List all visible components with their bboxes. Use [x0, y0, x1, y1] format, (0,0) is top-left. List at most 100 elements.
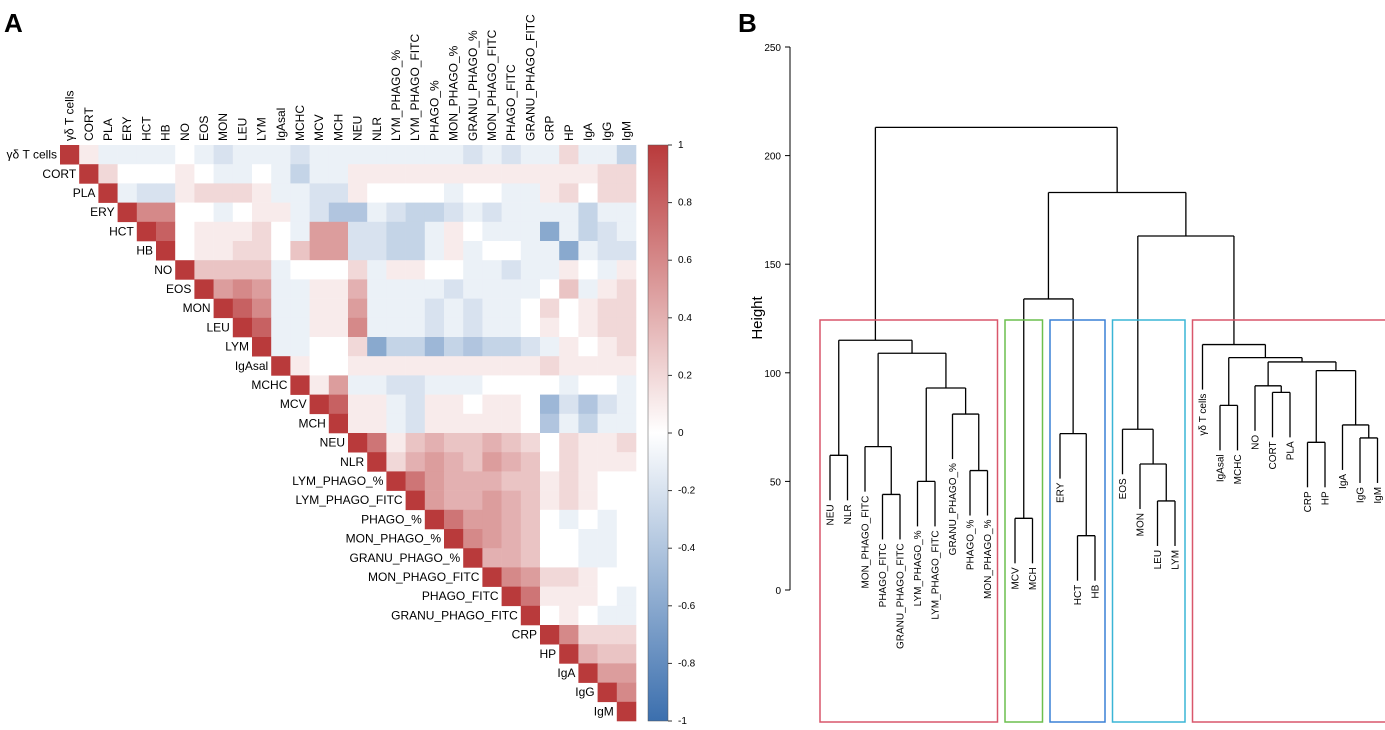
heatmap-cell [329, 145, 349, 165]
heatmap-cell [502, 548, 521, 568]
heatmap-cell [367, 164, 387, 184]
heatmap-cell [617, 164, 637, 184]
heatmap-cell [175, 222, 195, 242]
heatmap-cell [137, 145, 157, 165]
heatmap-cell [156, 164, 176, 184]
leaf-label: HB [1091, 584, 1102, 598]
heatmap-cell [617, 145, 637, 165]
column-label: NO [178, 123, 192, 141]
heatmap-cell [482, 356, 502, 376]
heatmap-cell [406, 356, 426, 376]
heatmap-cell [482, 164, 502, 184]
heatmap-cell [444, 222, 464, 242]
heatmap-cell [617, 433, 637, 453]
heatmap-cell [540, 375, 560, 395]
heatmap-cell [463, 452, 483, 472]
heatmap-cell [252, 145, 272, 165]
heatmap-cell [502, 356, 521, 376]
heatmap-cell [540, 471, 560, 491]
heatmap-cell [559, 337, 579, 357]
heatmap-cell [617, 702, 637, 722]
row-label: CORT [42, 167, 76, 181]
leaf-label: GRANU_PHAGO_FITC [896, 543, 907, 649]
heatmap-cell [463, 299, 483, 319]
heatmap-cell [290, 356, 310, 376]
heatmap-cell [540, 279, 560, 299]
heatmap-cell [559, 260, 579, 280]
heatmap-cell [194, 164, 214, 184]
heatmap-cell [502, 414, 521, 434]
heatmap-cell [444, 299, 464, 319]
leaf-label: PHAGO_FITC [878, 543, 889, 607]
colorbar-tick-label: -0.8 [678, 658, 696, 669]
heatmap-cell [310, 356, 330, 376]
heatmap-cell [578, 260, 598, 280]
heatmap-cell [598, 337, 618, 357]
heatmap-cell [578, 145, 598, 165]
heatmap-cell [598, 260, 618, 280]
heatmap-cell [578, 337, 598, 357]
heatmap-cell [617, 241, 637, 261]
heatmap-cell [367, 299, 387, 319]
heatmap-cell [98, 183, 118, 203]
heatmap-cell [406, 395, 426, 415]
heatmap-cell [463, 145, 483, 165]
heatmap-cell [521, 433, 541, 453]
heatmap-cell [540, 433, 560, 453]
heatmap-cell [463, 471, 483, 491]
heatmap-cell [233, 318, 253, 338]
heatmap-cell [540, 606, 560, 626]
row-label: IgM [594, 704, 614, 718]
y-tick-label: 150 [764, 260, 781, 271]
heatmap-cell [617, 395, 637, 415]
heatmap-cell [578, 395, 598, 415]
leaf-label: IgM [1373, 487, 1384, 504]
heatmap-cell [559, 452, 579, 472]
heatmap-cell [271, 279, 291, 299]
heatmap-cell [578, 567, 598, 587]
heatmap-cell [598, 471, 618, 491]
leaf-label: HCT [1073, 585, 1084, 606]
heatmap-cell [406, 433, 426, 453]
heatmap-cell [521, 471, 541, 491]
heatmap-cell [386, 183, 406, 203]
heatmap-cell [290, 241, 310, 261]
heatmap-cell [521, 606, 541, 626]
column-label: MON [216, 113, 230, 141]
heatmap-cell [348, 375, 368, 395]
leaf-label: IgG [1356, 487, 1367, 503]
heatmap-cell [578, 663, 598, 683]
heatmap-cell [617, 414, 637, 434]
heatmap-cell [310, 279, 330, 299]
heatmap-cell [559, 548, 579, 568]
heatmap-cell [521, 567, 541, 587]
colorbar-tick-label: 0 [678, 428, 684, 439]
heatmap-cell [406, 203, 426, 223]
y-tick-label: 250 [764, 43, 781, 54]
heatmap-cell [578, 606, 598, 626]
heatmap-cell [617, 663, 637, 683]
heatmap-cell [214, 299, 234, 319]
heatmap-cell [271, 241, 291, 261]
heatmap-cell [175, 164, 195, 184]
heatmap-cell [463, 260, 483, 280]
heatmap-cell [348, 395, 368, 415]
heatmap-cell [310, 222, 330, 242]
heatmap-cell [617, 260, 637, 280]
heatmap-cell [406, 299, 426, 319]
heatmap-cell [521, 164, 541, 184]
heatmap-cell [386, 145, 406, 165]
heatmap-cell [367, 203, 387, 223]
heatmap-cell [348, 164, 368, 184]
heatmap-cell [617, 452, 637, 472]
heatmap-cell [425, 375, 445, 395]
heatmap-cell [290, 183, 310, 203]
heatmap-cell [290, 337, 310, 357]
heatmap-cell [598, 222, 618, 242]
heatmap-cell [578, 625, 598, 645]
heatmap-cell [559, 587, 579, 607]
heatmap-cell [194, 241, 214, 261]
heatmap-cell [214, 260, 234, 280]
heatmap-cell [386, 375, 406, 395]
heatmap-cell [310, 375, 330, 395]
